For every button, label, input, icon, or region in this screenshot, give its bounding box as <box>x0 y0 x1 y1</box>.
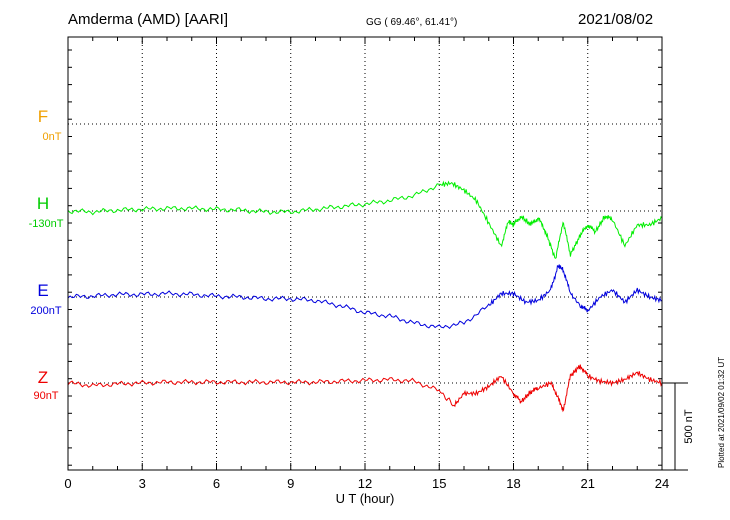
scale-bar-label: 500 nT <box>683 409 695 444</box>
x-axis-ticks: 0 3 6 9 12 15 18 21 24 U T (hour) <box>64 37 669 506</box>
grid-lines <box>68 37 662 470</box>
channel-z-label: Z <box>37 368 49 387</box>
series-line-e <box>67 264 663 330</box>
channel-h-label: H <box>36 194 50 213</box>
x-tick-label: 18 <box>506 476 520 491</box>
station-title: Amderma (AMD) [AARI] <box>68 11 229 28</box>
channel-h-baseline: -130nT <box>28 218 64 230</box>
x-tick-label: 0 <box>64 476 71 491</box>
station-coords: GG ( 69.46°, 61.41°) <box>366 17 458 28</box>
channel-f-label: F <box>37 107 49 126</box>
scale-bar: 500 nT <box>662 382 695 471</box>
series-line-h <box>67 180 663 259</box>
channel-f-baseline: 0nT <box>42 131 62 143</box>
plotted-timestamp: Plotted at 2021/09/02 01:32 UT <box>717 356 726 468</box>
x-tick-label: 9 <box>287 476 294 491</box>
chart-date: 2021/08/02 <box>578 11 654 28</box>
series-group <box>67 180 663 413</box>
series-line-z <box>67 364 663 413</box>
x-tick-label: 24 <box>655 476 669 491</box>
x-tick-label: 3 <box>139 476 146 491</box>
x-tick-label: 6 <box>213 476 220 491</box>
channel-e-label: E <box>37 281 49 300</box>
channel-z-baseline: 90nT <box>33 390 59 402</box>
x-tick-label: 15 <box>432 476 446 491</box>
x-tick-label: 12 <box>358 476 372 491</box>
channel-e-baseline: 200nT <box>30 305 62 317</box>
x-axis-label: U T (hour) <box>336 491 395 506</box>
x-tick-label: 21 <box>581 476 595 491</box>
